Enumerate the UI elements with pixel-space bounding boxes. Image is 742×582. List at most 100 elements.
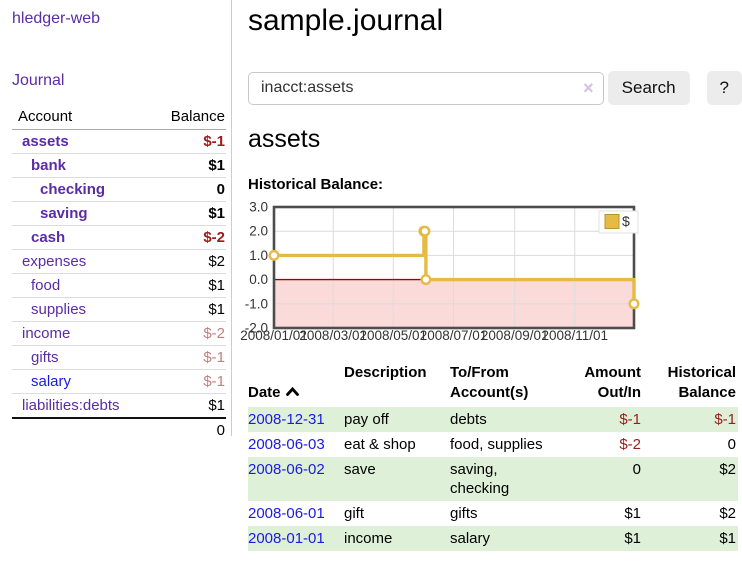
transaction-date-link[interactable]: 2008-06-02 (248, 461, 325, 478)
account-balance: $-1 (148, 129, 226, 154)
register-row: 2008-06-03 eat & shop food, supplies $-2… (248, 432, 738, 457)
svg-text:-2.0: -2.0 (245, 321, 268, 336)
svg-text:3.0: 3.0 (249, 201, 268, 215)
svg-text:2008/07/01: 2008/07/01 (420, 328, 488, 343)
account-link-expenses[interactable]: expenses (22, 253, 87, 270)
account-row: saving $1 (12, 201, 226, 226)
svg-text:2008/11/01: 2008/11/01 (542, 328, 609, 343)
transaction-description: gift (344, 505, 365, 522)
transaction-balance: $1 (719, 530, 736, 547)
account-balance: $1 (148, 393, 226, 418)
account-row: expenses $2 (12, 249, 226, 274)
transaction-description: eat & shop (344, 436, 416, 453)
account-link-salary[interactable]: salary (31, 373, 72, 390)
transaction-amount: $-1 (619, 411, 641, 428)
account-balance: $1 (148, 153, 226, 178)
account-row: assets $-1 (12, 129, 226, 154)
transaction-description: pay off (344, 411, 389, 428)
sidebar-item-journal[interactable]: Journal (12, 72, 65, 89)
search-input-wrap: × (248, 71, 604, 105)
account-balance: $2 (148, 249, 226, 274)
svg-text:2008/03/01: 2008/03/01 (299, 328, 367, 343)
transaction-accounts: salary (450, 530, 491, 547)
transaction-date-link[interactable]: 2008-12-31 (248, 411, 325, 428)
account-heading: assets (248, 125, 321, 153)
clear-search-icon[interactable]: × (583, 77, 594, 98)
register-row: 2008-01-01 income salary $1 $1 (248, 526, 738, 551)
transaction-date-link[interactable]: 2008-06-03 (248, 436, 325, 453)
account-link-checking[interactable]: checking (40, 181, 106, 198)
account-row: bank $1 (12, 153, 226, 178)
transaction-balance: $2 (719, 505, 736, 522)
transaction-amount: 0 (632, 461, 641, 478)
accounts-table: Account Balance assets $-1 bank $1 check… (12, 105, 226, 442)
register-row: 2008-12-31 pay off debts $-1 $-1 (248, 407, 738, 432)
sort-asc-icon (285, 383, 300, 403)
svg-text:2008/05/01: 2008/05/01 (360, 328, 428, 343)
transaction-date-link[interactable]: 2008-01-01 (248, 530, 325, 547)
chart-heading: Historical Balance: (248, 176, 384, 193)
account-balance: $-1 (148, 369, 226, 394)
account-row: gifts $-1 (12, 345, 226, 370)
account-link-gifts[interactable]: gifts (31, 349, 59, 366)
account-row: liabilities:debts $1 (12, 393, 226, 418)
account-link-liabilities-debts[interactable]: liabilities:debts (22, 397, 120, 414)
balance-column-header: Balance (148, 105, 226, 130)
account-link-cash[interactable]: cash (31, 229, 66, 246)
account-balance: $-2 (148, 225, 226, 250)
svg-text:2008/09/01: 2008/09/01 (481, 328, 549, 343)
accounts-table-header-row: Account Balance (12, 105, 226, 130)
account-link-supplies[interactable]: supplies (31, 301, 87, 318)
description-header: Description (344, 364, 427, 381)
account-link-assets[interactable]: assets (22, 133, 69, 150)
transaction-accounts: gifts (450, 505, 478, 522)
account-balance: 0 (148, 177, 226, 202)
transaction-accounts: food, supplies (450, 436, 543, 453)
account-row: salary $-1 (12, 369, 226, 394)
account-link-saving[interactable]: saving (40, 205, 88, 222)
transaction-accounts: debts (450, 411, 487, 428)
register-row: 2008-06-02 save saving, checking 0 $2 (248, 457, 738, 501)
transaction-balance: $2 (719, 461, 736, 478)
transaction-amount: $1 (624, 530, 641, 547)
svg-text:1.0: 1.0 (249, 248, 268, 263)
app-brand-link[interactable]: hledger-web (12, 10, 101, 27)
account-balance: $1 (148, 273, 226, 298)
svg-text:2.0: 2.0 (249, 224, 268, 239)
search-button[interactable]: Search (607, 71, 690, 105)
account-row: food $1 (12, 273, 226, 298)
register-header-row: Date Description To/From Account(s) Amou… (248, 361, 738, 407)
account-balance: $1 (148, 201, 226, 226)
account-column-header: Account (12, 105, 149, 130)
account-row: supplies $1 (12, 297, 226, 322)
account-balance: $-1 (148, 345, 226, 370)
balance-header: Historical Balance (667, 364, 736, 401)
account-row: cash $-2 (12, 225, 226, 250)
transaction-balance: 0 (727, 436, 736, 453)
register-table: Date Description To/From Account(s) Amou… (248, 361, 738, 551)
main-content: sample.journal × Search ? assets Histori… (240, 0, 742, 551)
sidebar: hledger-web Journal Account Balance asse… (0, 0, 232, 442)
date-sort-header[interactable]: Date (248, 361, 344, 407)
search-input[interactable] (248, 71, 604, 105)
transaction-amount: $1 (624, 505, 641, 522)
account-link-income[interactable]: income (22, 325, 71, 342)
account-row: income $-2 (12, 321, 226, 346)
account-link-food[interactable]: food (31, 277, 61, 294)
svg-text:-1.0: -1.0 (245, 296, 268, 311)
balance-chart[interactable]: $3.0 2.0 1.0 0.0 -1.0 -2.0 2008/01/01 2008/03/0… (240, 200, 740, 343)
account-link-bank[interactable]: bank (31, 157, 67, 174)
accounts-total-value: 0 (148, 417, 226, 442)
accounts-total-row: 0 (12, 417, 226, 442)
transaction-balance: $-1 (714, 411, 736, 428)
page-title: sample.journal (248, 4, 444, 37)
transaction-date-link[interactable]: 2008-06-01 (248, 505, 325, 522)
svg-text:2008/01/01: 2008/01/01 (240, 328, 308, 343)
svg-text:$: $ (622, 213, 630, 229)
amount-header: Amount Out/In (584, 364, 641, 401)
date-header-label: Date (248, 384, 281, 401)
transaction-amount: $-2 (619, 436, 641, 453)
transaction-accounts: saving, checking (450, 461, 510, 497)
help-button[interactable]: ? (706, 71, 742, 105)
svg-text:0.0: 0.0 (249, 272, 268, 287)
